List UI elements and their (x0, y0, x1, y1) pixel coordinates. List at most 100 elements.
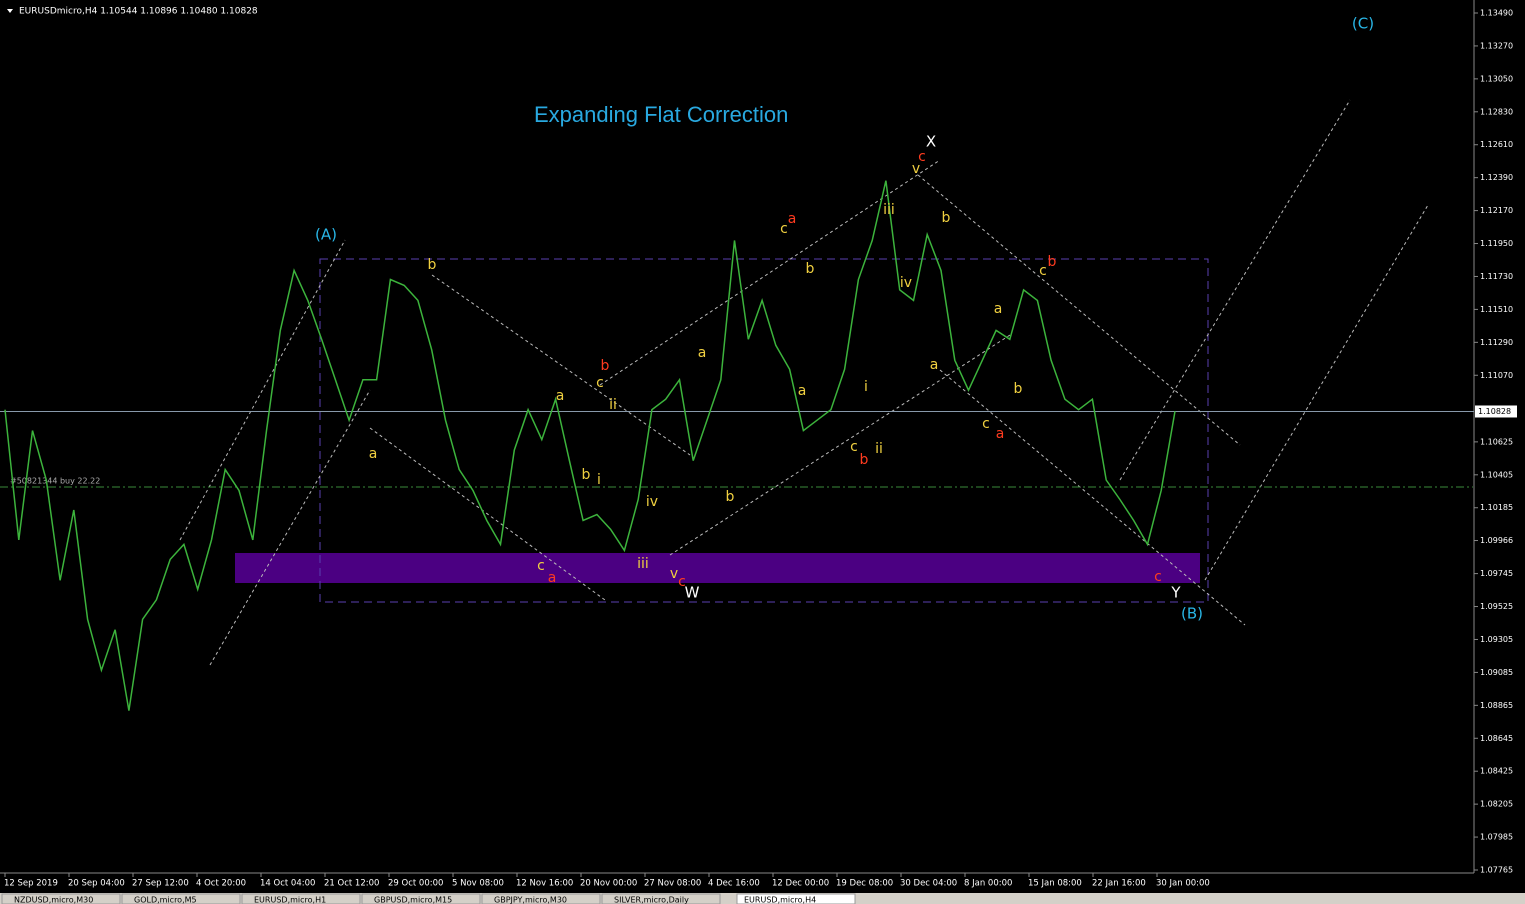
wave-label: ii (875, 441, 883, 457)
y-tick-label: 1.13490 (1480, 9, 1513, 18)
range-box (319, 258, 1209, 603)
y-tick-label: 1.11730 (1480, 272, 1513, 281)
tab[interactable] (601, 893, 721, 904)
wave-label: a (369, 446, 378, 462)
wave-label: b (726, 489, 735, 505)
channel-lines (179, 99, 1429, 666)
y-tick-label: 1.10625 (1480, 437, 1513, 446)
menu-arrow[interactable] (7, 9, 13, 13)
wave-label: b (806, 261, 815, 277)
wave-label: c (780, 221, 788, 237)
y-tick-label: 1.09085 (1480, 668, 1513, 677)
x-tick-label: 22 Jan 16:00 (1092, 879, 1146, 889)
y-tick-label: 1.09305 (1480, 635, 1513, 644)
tab[interactable] (1, 893, 121, 904)
wave-label: c (537, 558, 545, 574)
tab-label: EURUSD,micro,H1 (254, 896, 326, 904)
y-tick-label: 1.11070 (1480, 371, 1513, 380)
x-tick-label: 8 Jan 00:00 (964, 879, 1012, 889)
y-tick-label: 1.10185 (1480, 503, 1513, 512)
x-tick-label: 4 Oct 20:00 (196, 879, 246, 889)
x-tick-label: 29 Oct 00:00 (388, 879, 443, 889)
y-tick-label: 1.08645 (1480, 734, 1513, 743)
x-tick-label: 14 Oct 04:00 (260, 879, 315, 889)
wave-label: iii (883, 202, 895, 218)
wave-label: W (685, 584, 700, 602)
y-tick-label: 1.09525 (1480, 602, 1513, 611)
wave-label: a (994, 301, 1003, 317)
x-tick-label: 30 Jan 00:00 (1156, 879, 1210, 889)
y-tick-label: 1.11290 (1480, 338, 1513, 347)
tab-label: GBPJPY,micro,M30 (494, 896, 567, 904)
chart-title: Expanding Flat Correction (534, 102, 788, 127)
wave-label: ii (609, 397, 617, 413)
wave-label: (C) (1352, 15, 1374, 33)
x-tick-label: 20 Nov 00:00 (580, 879, 637, 889)
tab[interactable] (121, 893, 241, 904)
tab[interactable] (361, 893, 481, 904)
x-tick-label: 19 Dec 08:00 (836, 879, 893, 889)
wave-label: b (601, 358, 610, 374)
x-tick-label: 5 Nov 08:00 (452, 879, 504, 889)
wave-label: c (1154, 569, 1162, 585)
wave-label: (A) (315, 226, 337, 244)
order-label: #50821344 buy 22.22 (10, 477, 100, 486)
tab[interactable] (736, 893, 856, 904)
support-zone (235, 553, 1200, 583)
wave-label: c (918, 149, 926, 165)
x-tick-label: 12 Dec 00:00 (772, 879, 829, 889)
y-tick-label: 1.11950 (1480, 239, 1513, 248)
wave-label: b (582, 467, 591, 483)
x-tick-label: 27 Nov 08:00 (644, 879, 701, 889)
x-tick-label: 30 Dec 04:00 (900, 879, 957, 889)
y-tick-label: 1.07985 (1480, 833, 1513, 842)
wave-label: a (930, 357, 939, 373)
x-tick-label: 20 Sep 04:00 (68, 879, 125, 889)
wave-label: c (850, 439, 858, 455)
wave-label: b (1048, 254, 1057, 270)
symbol-info: EURUSDmicro,H4 1.10544 1.10896 1.10480 1… (19, 7, 258, 17)
y-tick-label: 1.11510 (1480, 305, 1513, 314)
wave-label: b (428, 257, 437, 273)
current-price-label: 1.10828 (1478, 407, 1511, 416)
tab-label: EURUSD,micro,H4 (744, 896, 816, 904)
wave-label: iv (646, 494, 658, 510)
wave-label: c (678, 574, 686, 590)
tab[interactable] (241, 893, 361, 904)
wave-label: v (670, 566, 678, 582)
x-tick-label: 21 Oct 12:00 (324, 879, 379, 889)
wave-label: b (860, 452, 869, 468)
tab-label: GBPUSD,micro,M15 (374, 896, 452, 904)
wave-label: c (982, 416, 990, 432)
x-tick-label: 4 Dec 16:00 (708, 879, 760, 889)
y-tick-label: 1.09745 (1480, 569, 1513, 578)
wave-label: a (996, 426, 1005, 442)
x-tick-label: 27 Sep 12:00 (132, 879, 189, 889)
wave-label: Y (1170, 584, 1181, 602)
wave-label: i (864, 379, 868, 395)
y-tick-label: 1.08205 (1480, 800, 1513, 809)
y-tick-label: 1.07765 (1480, 866, 1513, 875)
y-tick-label: 1.10405 (1480, 470, 1513, 479)
wave-label: (B) (1181, 605, 1203, 623)
tab[interactable] (481, 893, 601, 904)
wave-label: c (596, 375, 604, 391)
wave-label: b (1014, 381, 1023, 397)
wave-label: iv (900, 275, 912, 291)
wave-label: v (912, 161, 920, 177)
y-tick-label: 1.08865 (1480, 701, 1513, 710)
y-tick-label: 1.09966 (1480, 536, 1513, 545)
wave-label: i (597, 472, 601, 488)
wave-label: a (556, 388, 565, 404)
tab-label: NZDUSD,micro,M30 (14, 896, 93, 904)
tab-label: GOLD,micro,M5 (134, 896, 197, 904)
price-line (4, 180, 1176, 711)
y-tick-label: 1.13270 (1480, 41, 1513, 50)
x-tick-label: 12 Sep 2019 (4, 879, 58, 889)
x-tick-label: 15 Jan 08:00 (1028, 879, 1082, 889)
x-tick-label: 12 Nov 16:00 (516, 879, 573, 889)
wave-label: X (926, 133, 936, 151)
tab-label: SILVER,micro,Daily (614, 896, 689, 904)
